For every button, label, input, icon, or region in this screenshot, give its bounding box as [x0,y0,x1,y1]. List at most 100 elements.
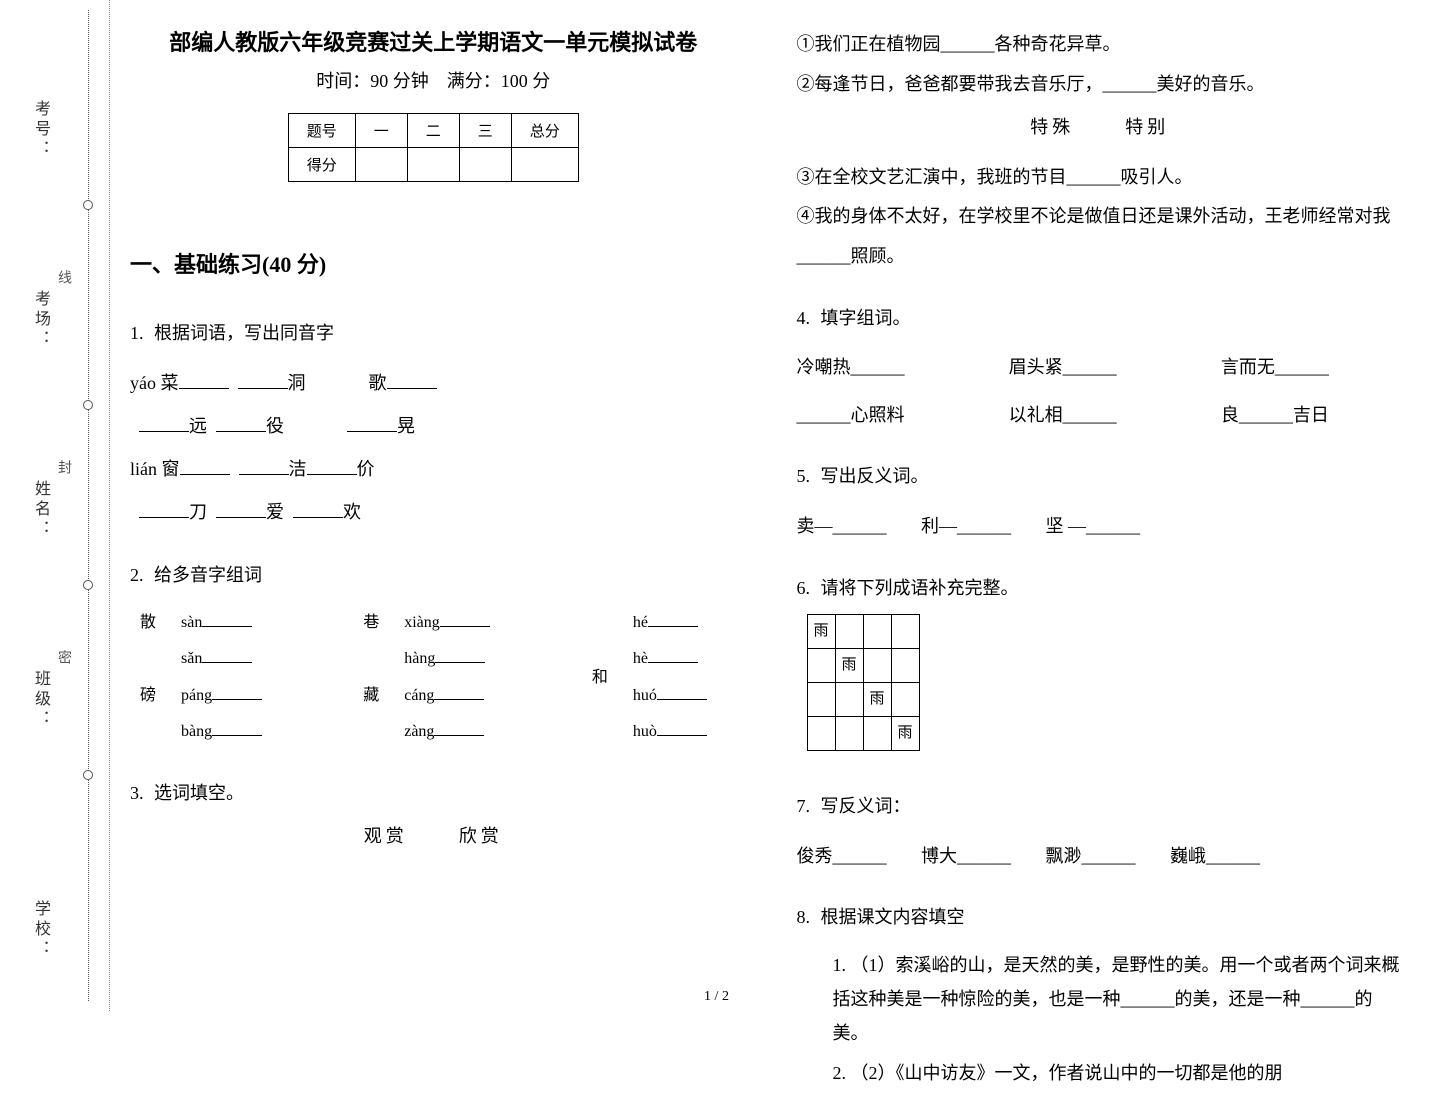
margin-label-school: 学校： [28,900,52,960]
blank [216,500,266,518]
question-3: 3. 选词填空。 观赏 欣赏 [130,774,737,857]
page-number: 1 / 2 [704,989,729,1005]
seal-label: 密 [53,650,73,674]
grid-cell: 雨 [891,717,919,751]
q5-items: 卖—______ 利—______ 坚 —______ [797,507,1404,547]
full-label: 满分： [447,71,501,91]
q7-item: 博大______ [921,846,1011,866]
q3-line1: ①我们正在植物园______各种奇花异草。 [797,25,1404,65]
q2-reading: sàn [173,606,291,640]
blank [440,611,490,627]
grid-cell [835,683,863,717]
page-content: 部编人教版六年级竞赛过关上学期语文一单元模拟试卷 时间：90 分钟 满分：100… [130,25,1403,991]
table-row: 雨 [807,683,919,717]
q2-char: 巷 [355,606,394,640]
blank [347,414,397,432]
q4-grid: 冷嘲热______ 眉头紧______ 言而无______ ______心照料 … [797,348,1404,435]
q5-item: 卖—______ [797,516,887,536]
blank [434,684,484,700]
question-3-cont: ①我们正在植物园______各种奇花异草。 ②每逢节日，爸爸都要带我去音乐厅，_… [797,25,1404,277]
reading-text: hàng [404,650,435,667]
q1-cell: lián 窗 [130,459,180,479]
margin-label-exam-id: 考号： [28,100,52,160]
binding-hole [83,200,93,210]
q1-cell: 欢 [343,502,361,522]
reading-text: bàng [181,723,212,740]
score-col: 二 [407,114,459,148]
blank [212,720,262,736]
seal-label: 线 [53,270,73,294]
q2-reading: zàng [396,715,520,749]
full-value: 100 分 [501,71,551,91]
q1-cell: 洁 [289,459,307,479]
cut-line [88,10,89,1001]
blank [307,457,357,475]
reading-text: huò [633,723,657,740]
q1-body: yáo 菜 洞 歌 远 役 晃 lián 窗 洁价 [130,362,737,535]
right-column: ①我们正在植物园______各种奇花异草。 ②每逢节日，爸爸都要带我去音乐厅，_… [797,25,1404,991]
q5-stem: 写出反义词。 [821,466,929,486]
q2-reading: xiàng [396,606,520,640]
q6-grid: 雨 雨 雨 [807,614,920,751]
grid-cell [891,615,919,649]
q6-num: 6. [797,578,811,598]
grid-cell [835,717,863,751]
score-cell [355,148,407,182]
blank [239,457,289,475]
q7-num: 7. [797,796,811,816]
q2-reading: sǎn [173,642,291,676]
grid-cell [807,683,835,717]
q2-reading: hé [625,606,735,640]
blank [202,611,252,627]
reading-text: sǎn [181,650,202,667]
gap [522,606,582,640]
q4-item: 以礼相______ [1009,396,1191,436]
q8-num: 8. [797,907,811,927]
q2-reading: hè [625,642,735,676]
q2-reading: cáng [396,679,520,713]
blank [434,720,484,736]
score-cell [407,148,459,182]
time-value: 90 分钟 [370,71,429,91]
grid-cell: 雨 [863,683,891,717]
q4-stem: 填字组词。 [821,308,911,328]
q1-cell: 晃 [397,416,415,436]
q3-options-2: 特殊 特别 [797,108,1404,148]
q4-item: 冷嘲热______ [797,348,979,388]
q6-stem: 请将下列成语补充完整。 [821,578,1019,598]
margin-label-room: 考场： [28,290,52,350]
margin-label-class: 班级： [28,670,52,730]
q2-stem: 给多音字组词 [154,565,262,585]
score-col: 总分 [511,114,578,148]
q3-line2: ②每逢节日，爸爸都要带我去音乐厅，______美好的音乐。 [797,65,1404,105]
q7-item: 巍峨______ [1170,846,1260,866]
blank [648,647,698,663]
score-row-label: 得分 [288,148,355,182]
q3-opt: 特殊 [1030,117,1074,137]
table-row: 散 sàn 巷 xiàng 和 hé [132,606,735,640]
score-col: 一 [355,114,407,148]
grid-cell [891,649,919,683]
q1-line: 刀 爱 欢 [130,491,737,534]
grid-cell [835,615,863,649]
blank [387,371,437,389]
table-row: 题号 一 二 三 总分 [288,114,578,148]
q2-reading: huò [625,715,735,749]
grid-cell [891,683,919,717]
question-2: 2. 给多音字组词 散 sàn 巷 xiàng 和 hé sǎn hàn [130,556,737,751]
blank [648,611,698,627]
reading-text: páng [181,687,212,704]
q7-items: 俊秀______ 博大______ 飘渺______ 巍峨______ [797,837,1404,877]
q1-cell: 刀 [189,502,207,522]
score-header-label: 题号 [288,114,355,148]
blank [202,647,252,663]
binding-hole [83,770,93,780]
q4-num: 4. [797,308,811,328]
seal-label: 封 [53,460,73,484]
table-row: 雨 [807,717,919,751]
table-row: 磅 páng 藏 cáng huó [132,679,735,713]
q8-sub: 1. （1）索溪峪的山，是天然的美，是野性的美。用一个或者两个词来概括这种美是一… [833,948,1404,1051]
binding-hole [83,400,93,410]
q2-reading: páng [173,679,291,713]
section-1-title: 一、基础练习(40 分) [130,247,737,279]
